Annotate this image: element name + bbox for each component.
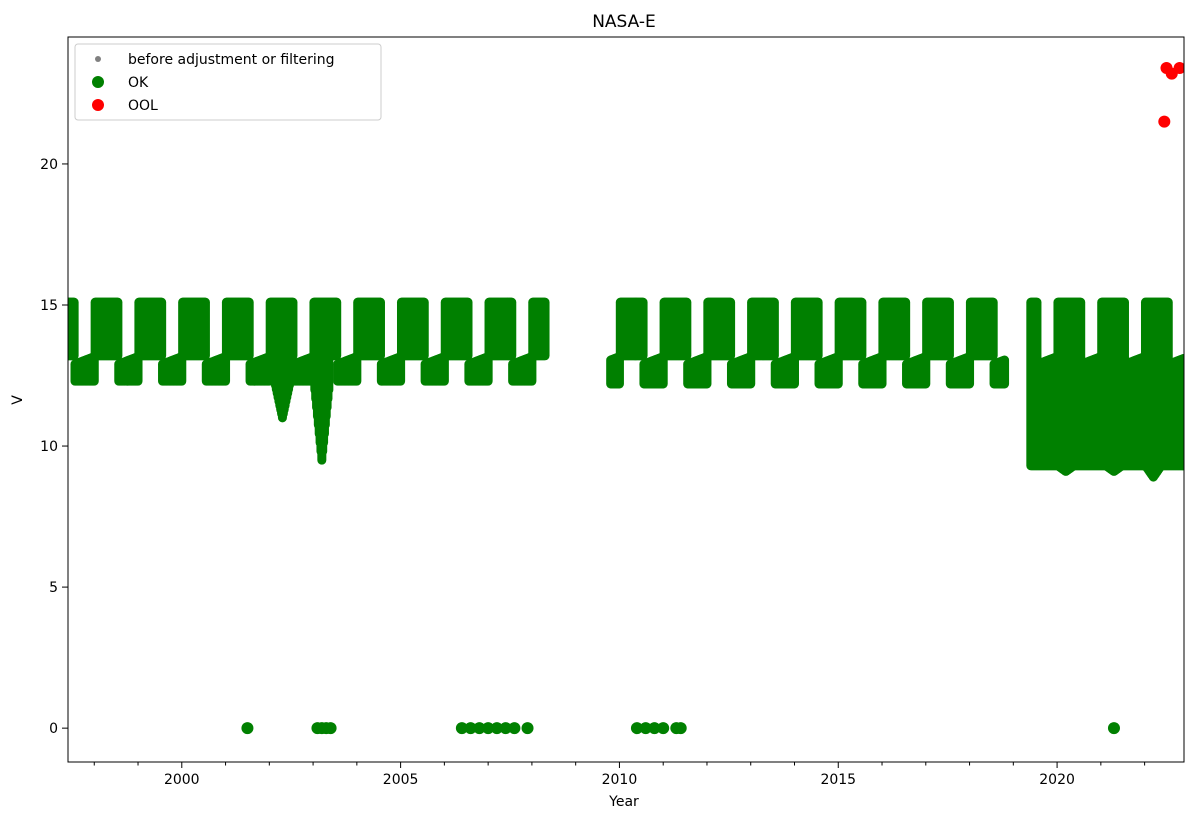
ok-zero-point-8 [482, 722, 495, 735]
ok-zero-point-12 [521, 722, 534, 735]
legend-label-before-adjustment-or-filtering: before adjustment or filtering [128, 52, 335, 68]
legend-box [74, 43, 382, 121]
plot-area [68, 62, 1184, 735]
ok-zero-point-0 [241, 722, 254, 735]
legend: before adjustment or filtering OK OOL [74, 43, 382, 121]
ok-zero-point-14 [639, 722, 652, 735]
ok-zero-point-15 [648, 722, 661, 735]
ok-zero-point-19 [1107, 722, 1120, 735]
ok-zero-point-10 [499, 722, 512, 735]
ok-zero-point-18 [674, 722, 687, 735]
y-tick-label-10: 10 [40, 439, 58, 455]
legend-marker-before-adjustment-or-filtering [95, 56, 101, 62]
ok-zero-point-13 [630, 722, 643, 735]
ok-zero-point-4 [324, 722, 337, 735]
x-tick-label-2000: 2000 [164, 772, 200, 788]
ool-point-0 [1158, 115, 1171, 128]
y-tick-label-20: 20 [40, 157, 58, 173]
ok-zero-point-5 [455, 722, 468, 735]
x-axis-label: Year [608, 794, 639, 810]
x-tick-label-2015: 2015 [820, 772, 856, 788]
y-tick-label-0: 0 [49, 721, 58, 737]
axes-frame [67, 36, 1185, 763]
y-tick-label-15: 15 [40, 298, 58, 314]
legend-marker-ool [92, 99, 104, 111]
ok-zero-point-11 [508, 722, 521, 735]
legend-label-ok: OK [128, 75, 149, 91]
x-tick-label-2010: 2010 [602, 772, 638, 788]
ok-zero-point-16 [657, 722, 670, 735]
legend-label-ool: OOL [128, 98, 158, 114]
ok-zero-point-6 [464, 722, 477, 735]
data-points [68, 62, 1184, 735]
ok-zero-point-7 [473, 722, 486, 735]
ok-zero-point-9 [490, 722, 503, 735]
y-axis-label: V [10, 395, 26, 405]
ool-point-3 [1173, 62, 1184, 75]
chart-title: NASA-E [592, 12, 656, 32]
y-tick-label-5: 5 [49, 580, 58, 596]
x-tick-label-2005: 2005 [383, 772, 419, 788]
axes: 2000 2005 2010 2015 2020 0 5 10 15 20 [40, 36, 1185, 788]
x-tick-label-2020: 2020 [1039, 772, 1075, 788]
legend-marker-ok [92, 76, 104, 88]
